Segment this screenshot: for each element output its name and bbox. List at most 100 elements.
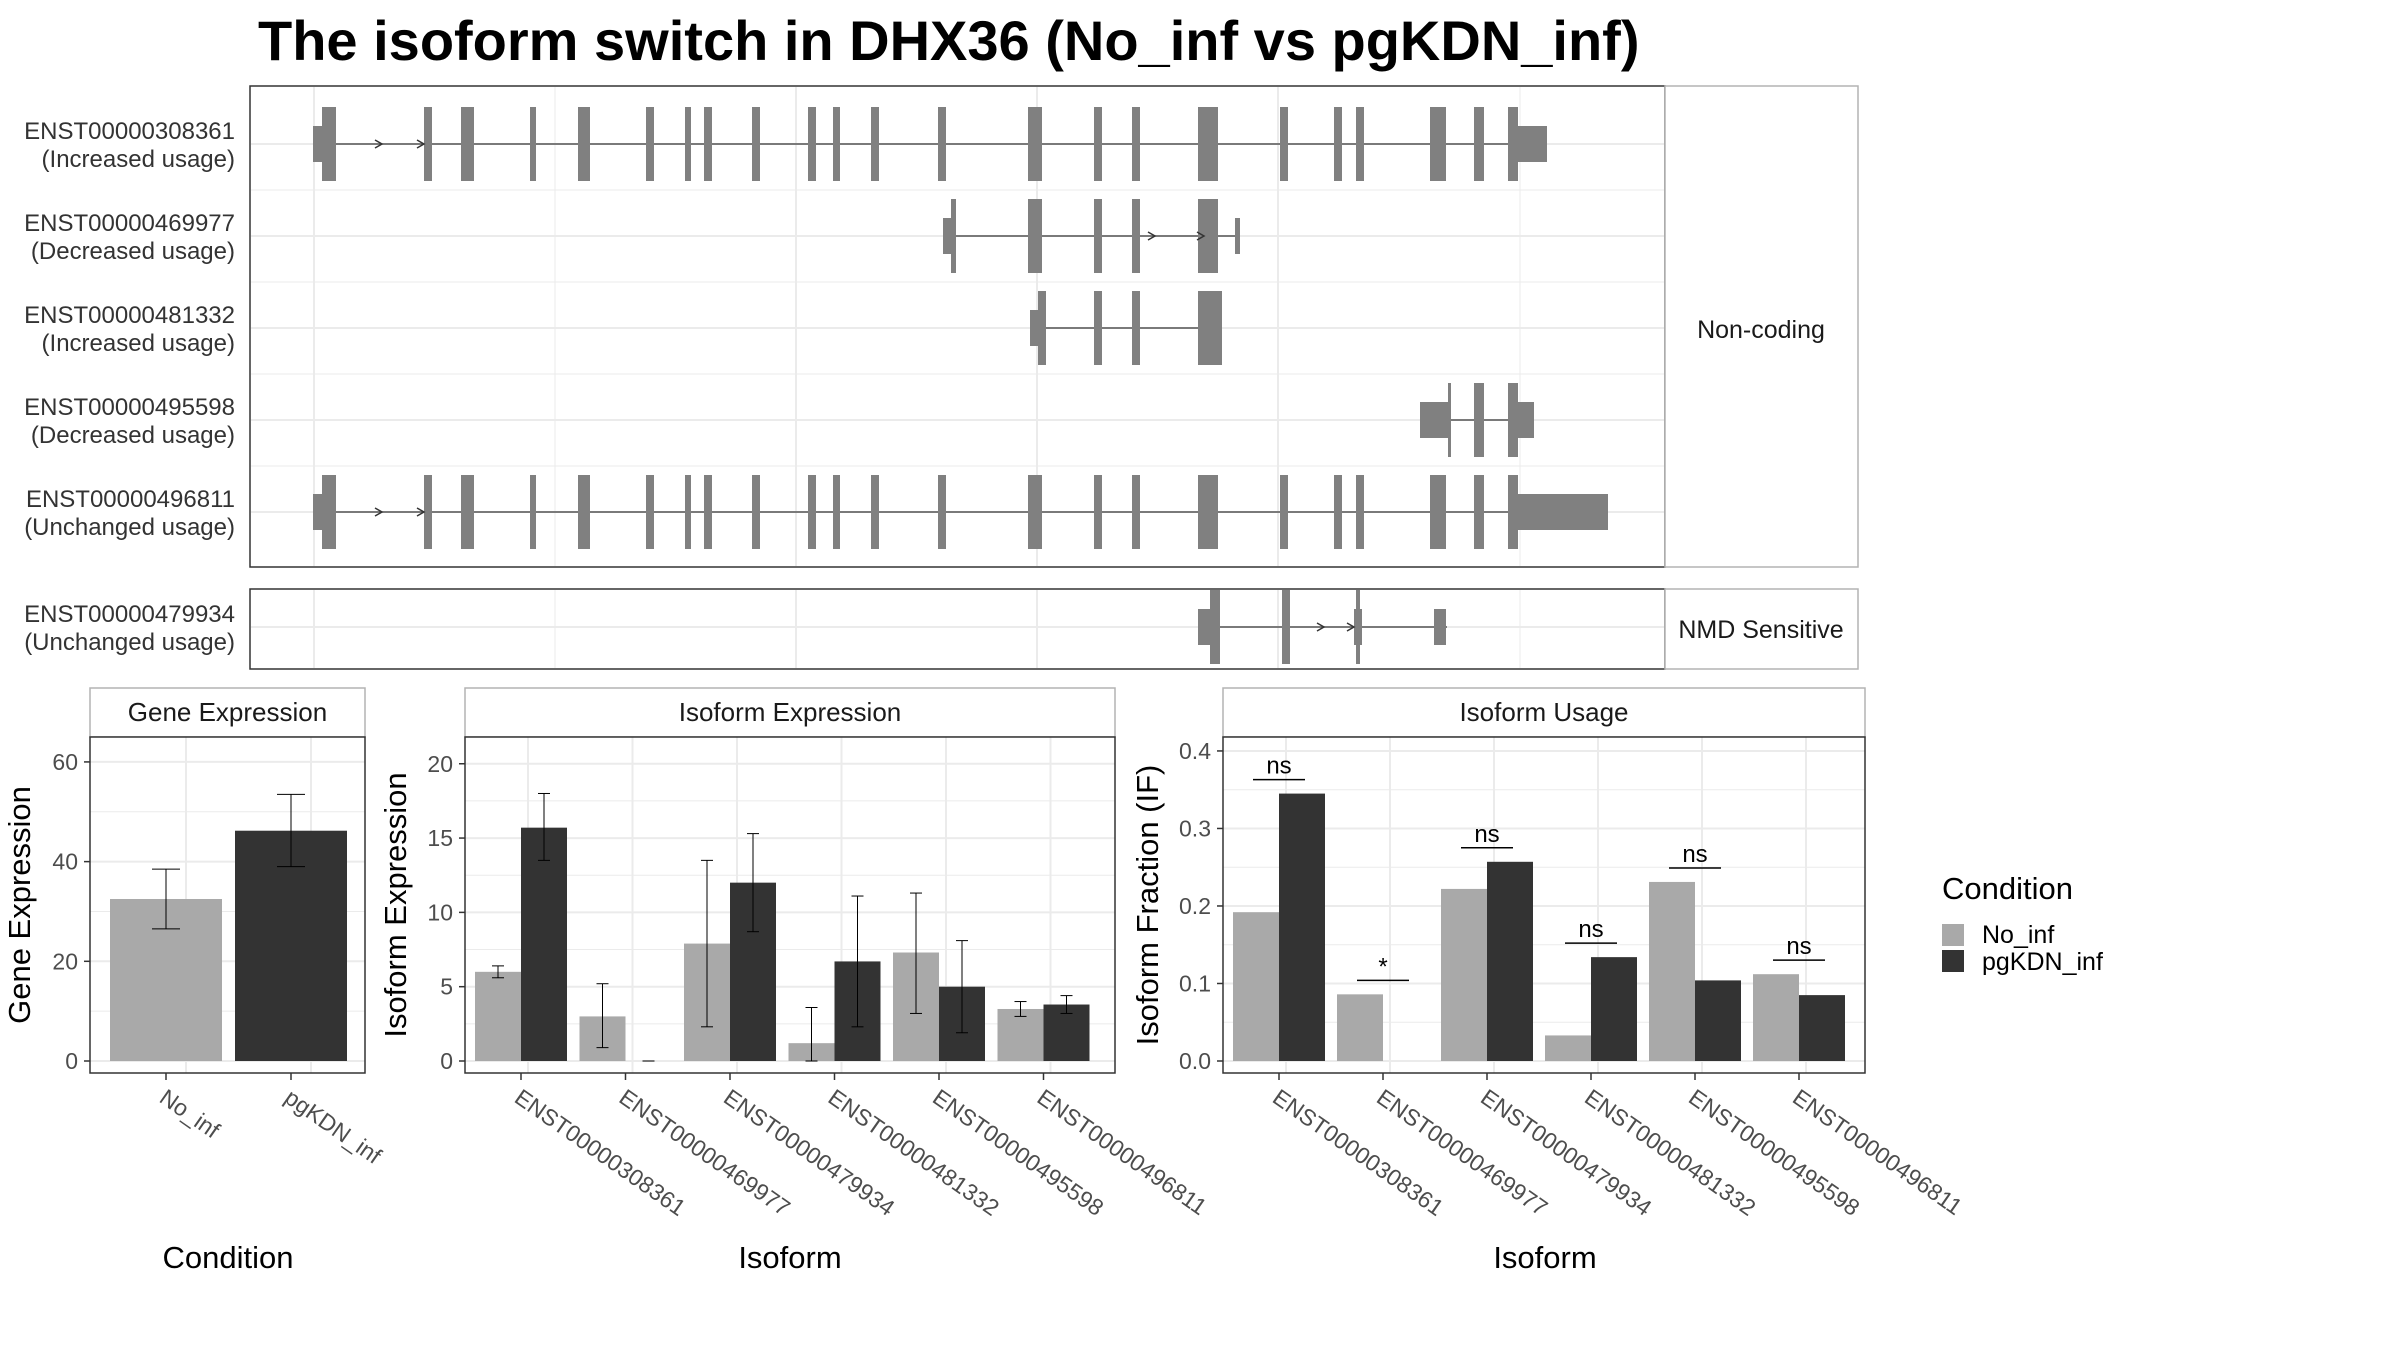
utr-block — [313, 494, 322, 530]
bar — [1441, 888, 1487, 1061]
exon-block — [704, 107, 712, 181]
isoform-label-id: ENST00000469977 — [24, 210, 235, 237]
exon-block — [1282, 590, 1290, 664]
significance-label: ns — [1786, 933, 1811, 960]
exon-block — [1474, 383, 1484, 457]
exon-block — [871, 475, 879, 549]
exon-block — [1474, 475, 1484, 549]
exon-block — [461, 107, 474, 181]
exon-block — [424, 107, 432, 181]
exon-block — [685, 107, 691, 181]
legend-title: Condition — [1942, 871, 2073, 906]
y-tick-label: 20 — [52, 948, 78, 974]
utr-block — [1235, 218, 1240, 254]
x-tick-label: ENST00000308361 — [510, 1084, 690, 1221]
x-tick-label: ENST00000496811 — [1033, 1084, 1212, 1220]
strand-arrow — [1147, 231, 1157, 241]
isoform-label-usage: (Unchanged usage) — [24, 629, 235, 656]
isoform-label-id: ENST00000495598 — [24, 394, 235, 421]
nmd-panel-bg — [250, 589, 1665, 669]
exon-block — [1356, 107, 1364, 181]
bar — [1799, 995, 1845, 1061]
exon-block — [833, 475, 840, 549]
exon-block — [1132, 199, 1140, 273]
exon-block — [1132, 291, 1140, 365]
exon-block — [1132, 475, 1140, 549]
isoform-label-usage: (Decreased usage) — [31, 238, 235, 265]
exon-block — [1474, 107, 1484, 181]
exon-block — [752, 107, 760, 181]
x-tick-label: pgKDN_inf — [280, 1084, 387, 1169]
strand-arrow — [1316, 622, 1326, 632]
exon-block — [1210, 590, 1220, 664]
exon-block — [1430, 475, 1446, 549]
y-axis-title: Isoform Fraction (IF) — [1130, 765, 1165, 1046]
facet-strip — [1222, 687, 1866, 738]
panel-border — [464, 736, 1116, 1074]
x-tick-label: ENST00000481332 — [824, 1084, 1004, 1221]
exon-block — [1028, 107, 1042, 181]
isoform-label-usage: (Unchanged usage) — [24, 514, 235, 541]
exon-block — [1356, 475, 1364, 549]
noncoding-strip — [1664, 85, 1859, 568]
bar — [235, 830, 347, 1061]
utr-block — [943, 218, 951, 254]
bar — [521, 827, 567, 1061]
y-tick-label: 0.0 — [1179, 1048, 1211, 1074]
chart-panel: Isoform Usage 0.0 0.1 0.2 0.3 0.4 ns ENST000003… — [1130, 687, 1967, 1275]
significance-label: ns — [1266, 753, 1291, 780]
exon-block — [1198, 107, 1218, 181]
bar — [1649, 881, 1695, 1061]
exon-block — [1038, 291, 1046, 365]
exon-block — [578, 475, 590, 549]
exon-block — [1094, 107, 1102, 181]
y-axis-title: Gene Expression — [2, 786, 37, 1024]
y-tick-label: 15 — [427, 825, 453, 851]
noncoding-panel-bg — [250, 86, 1665, 567]
legend-label-pgkdn-inf: pgKDN_inf — [1982, 948, 2103, 976]
x-axis-title: Condition — [163, 1240, 294, 1275]
x-tick-label: No_inf — [155, 1084, 225, 1144]
exon-block — [1094, 291, 1102, 365]
utr-block — [1518, 494, 1608, 530]
strand-arrow — [374, 139, 384, 149]
exon-block — [1334, 107, 1342, 181]
bar — [1753, 974, 1799, 1061]
y-tick-label: 0.1 — [1179, 970, 1211, 996]
exon-block — [685, 475, 691, 549]
utr-block — [1198, 609, 1210, 645]
exon-block — [1028, 199, 1042, 273]
isoform-label-usage: (Increased usage) — [42, 146, 235, 173]
significance-label: ns — [1474, 821, 1499, 848]
exon-block — [1430, 107, 1446, 181]
x-tick-label: ENST00000469977 — [1372, 1084, 1552, 1221]
strand-arrow — [416, 507, 426, 517]
isoform-label-usage: (Increased usage) — [42, 330, 235, 357]
y-tick-label: 10 — [427, 899, 453, 925]
nmd-strip — [1664, 588, 1859, 670]
y-tick-label: 5 — [440, 974, 453, 1000]
exon-block — [1448, 383, 1451, 457]
bar — [1591, 957, 1637, 1061]
y-tick-label: 0 — [440, 1048, 453, 1074]
exon-block — [938, 107, 946, 181]
exon-block — [646, 107, 654, 181]
exon-block — [1508, 107, 1518, 181]
legend: Condition No_inf pgKDN_inf — [1942, 871, 2103, 976]
strand-arrow — [1346, 622, 1356, 632]
y-tick-label: 60 — [52, 749, 78, 775]
utr-block — [1434, 609, 1446, 645]
legend-swatch-pgkdn-inf — [1942, 950, 1964, 972]
exon-block — [530, 107, 536, 181]
exon-block — [808, 107, 816, 181]
utr-block — [1420, 402, 1448, 438]
exon-block — [1508, 475, 1518, 549]
exon-block — [530, 475, 536, 549]
bar — [1545, 1035, 1591, 1061]
exon-block — [1132, 107, 1140, 181]
y-axis-title: Isoform Expression — [378, 772, 413, 1037]
significance-label: ns — [1578, 916, 1603, 943]
x-tick-label: ENST00000496811 — [1788, 1084, 1967, 1220]
facet-strip-label: Isoform Expression — [679, 697, 902, 727]
nmd-strip-label: NMD Sensitive — [1678, 616, 1843, 644]
